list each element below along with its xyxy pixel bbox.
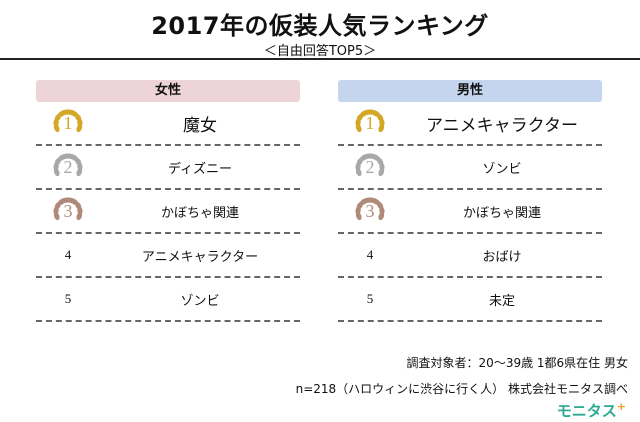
page-title: 2017年の仮装人気ランキング: [151, 12, 489, 40]
rank-number: 5: [366, 291, 374, 306]
rank-badge: 2: [338, 146, 402, 188]
ranking-row: 5 未定: [338, 278, 602, 322]
ranking-row: 1 魔女: [36, 102, 300, 146]
ranking-row: 3 かぼちゃ関連: [338, 190, 602, 234]
ranking-row: 2 ディズニー: [36, 146, 300, 190]
ranking-item-name: おばけ: [482, 249, 522, 265]
men-ranking-column: 男性 1 アニメキャラクター 2 ゾンビ 3 かぼちゃ関連 4 おばけ 5 未定: [338, 80, 602, 322]
ranking-row: 4 アニメキャラクター: [36, 234, 300, 278]
rank-badge: 4: [36, 234, 100, 276]
rank-badge: 1: [36, 102, 100, 144]
monitas-logo: モニタス+: [557, 400, 626, 421]
brand-mark: +: [616, 400, 626, 413]
laurel-wreath-icon: 3: [51, 194, 85, 228]
rank-number: 4: [366, 247, 374, 262]
women-ranking-column: 女性 1 魔女 2 ディズニー 3 かぼちゃ関連 4 アニメキャラクター 5 ゾンビ: [36, 80, 300, 322]
ranking-item-name: アニメキャラクター: [141, 249, 259, 265]
laurel-wreath-icon: 1: [51, 106, 85, 140]
page-subtitle: ＜自由回答TOP5＞: [263, 44, 377, 59]
rank-number: 2: [63, 157, 73, 177]
rank-number: 1: [365, 113, 375, 133]
ranking-row: 5 ゾンビ: [36, 278, 300, 322]
ranking-item-name: かぼちゃ関連: [462, 205, 541, 221]
laurel-wreath-icon: 1: [353, 106, 387, 140]
rank-badge: 5: [338, 278, 402, 320]
laurel-wreath-icon: 2: [353, 150, 387, 184]
rank-badge: 1: [338, 102, 402, 144]
rank-badge: 3: [338, 190, 402, 232]
ranking-row: 2 ゾンビ: [338, 146, 602, 190]
rank-badge: 3: [36, 190, 100, 232]
ranking-item-name: ディズニー: [167, 161, 233, 177]
rank-number: 1: [63, 113, 73, 133]
ranking-row: 4 おばけ: [338, 234, 602, 278]
rank-badge: 5: [36, 278, 100, 320]
rank-badge: 4: [338, 234, 402, 276]
men-ranking-list: 1 アニメキャラクター 2 ゾンビ 3 かぼちゃ関連 4 おばけ 5 未定: [338, 102, 602, 322]
laurel-wreath-icon: 2: [51, 150, 85, 184]
sample-note: n=218（ハロウィンに渋谷に行く人） 株式会社モニタス調べ: [295, 382, 628, 396]
ranking-item-name: ゾンビ: [482, 161, 522, 177]
rank-number: 3: [365, 201, 375, 221]
ranking-row: 3 かぼちゃ関連: [36, 190, 300, 234]
ranking-item-name: アニメキャラクター: [426, 115, 578, 136]
rank-number: 4: [64, 247, 72, 262]
laurel-wreath-icon: 3: [353, 194, 387, 228]
survey-note: 調査対象者：20〜39歳 1都6県在住 男女: [406, 356, 628, 370]
ranking-row: 1 アニメキャラクター: [338, 102, 602, 146]
ranking-item-name: かぼちゃ関連: [160, 205, 239, 221]
rank-number: 2: [365, 157, 375, 177]
rank-number: 3: [63, 201, 73, 221]
rank-badge: 2: [36, 146, 100, 188]
rank-number: 5: [64, 291, 72, 306]
women-header: 女性: [36, 80, 300, 102]
brand-name: モニタス: [556, 402, 617, 420]
ranking-item-name: 未定: [488, 293, 515, 309]
women-ranking-list: 1 魔女 2 ディズニー 3 かぼちゃ関連 4 アニメキャラクター 5 ゾンビ: [36, 102, 300, 322]
ranking-item-name: 魔女: [183, 115, 217, 136]
men-header: 男性: [338, 80, 602, 102]
ranking-item-name: ゾンビ: [180, 293, 220, 309]
title-divider: [0, 58, 640, 60]
